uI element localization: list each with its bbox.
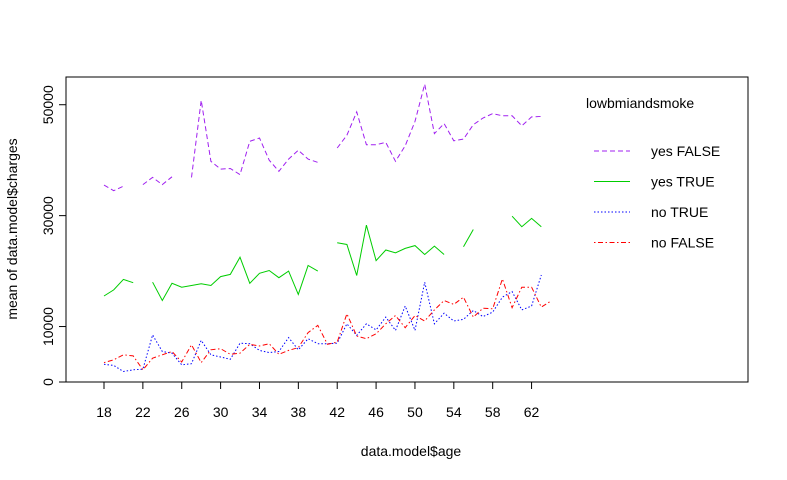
x-tick-label: 26 xyxy=(174,404,190,420)
x-tick-label: 18 xyxy=(96,404,112,420)
plot-frame xyxy=(65,76,749,383)
x-tick-label: 22 xyxy=(135,404,151,420)
x-tick-label: 42 xyxy=(329,404,345,420)
x-tick-label: 58 xyxy=(485,404,501,420)
series-layer xyxy=(103,84,552,373)
series-line-1 xyxy=(103,84,542,192)
x-tick-label: 30 xyxy=(213,404,229,420)
legend-label: no TRUE xyxy=(651,204,708,220)
x-tick-label: 38 xyxy=(291,404,307,420)
x-tick-label: 34 xyxy=(252,404,268,420)
x-tick-label: 54 xyxy=(446,404,462,420)
legend-label: yes TRUE xyxy=(651,174,715,190)
series-line-3 xyxy=(103,274,542,373)
y-tick-label: 50000 xyxy=(40,85,56,124)
x-tick-label: 62 xyxy=(524,404,540,420)
legend-title: lowbmiandsmoke xyxy=(586,95,694,111)
y-tick-label: 10000 xyxy=(40,307,56,346)
x-tick-label: 46 xyxy=(368,404,384,420)
y-tick-label: 30000 xyxy=(40,196,56,235)
axes: 18 22 26 30 34 38 42 46 50 54 58 62 0 10000 30000 50000 xyxy=(40,85,540,420)
legend: lowbmiandsmoke yes FALSE yes TRUE no TRUE n… xyxy=(586,95,720,251)
series-line-4 xyxy=(103,277,552,371)
y-axis-label: mean of data.model$charges xyxy=(4,138,20,319)
series-line-2 xyxy=(103,215,542,302)
x-axis-label: data.model$age xyxy=(361,443,462,459)
legend-label: no FALSE xyxy=(651,235,714,251)
legend-label: yes FALSE xyxy=(651,143,720,159)
y-tick-label: 0 xyxy=(40,378,56,386)
x-tick-label: 50 xyxy=(407,404,423,420)
